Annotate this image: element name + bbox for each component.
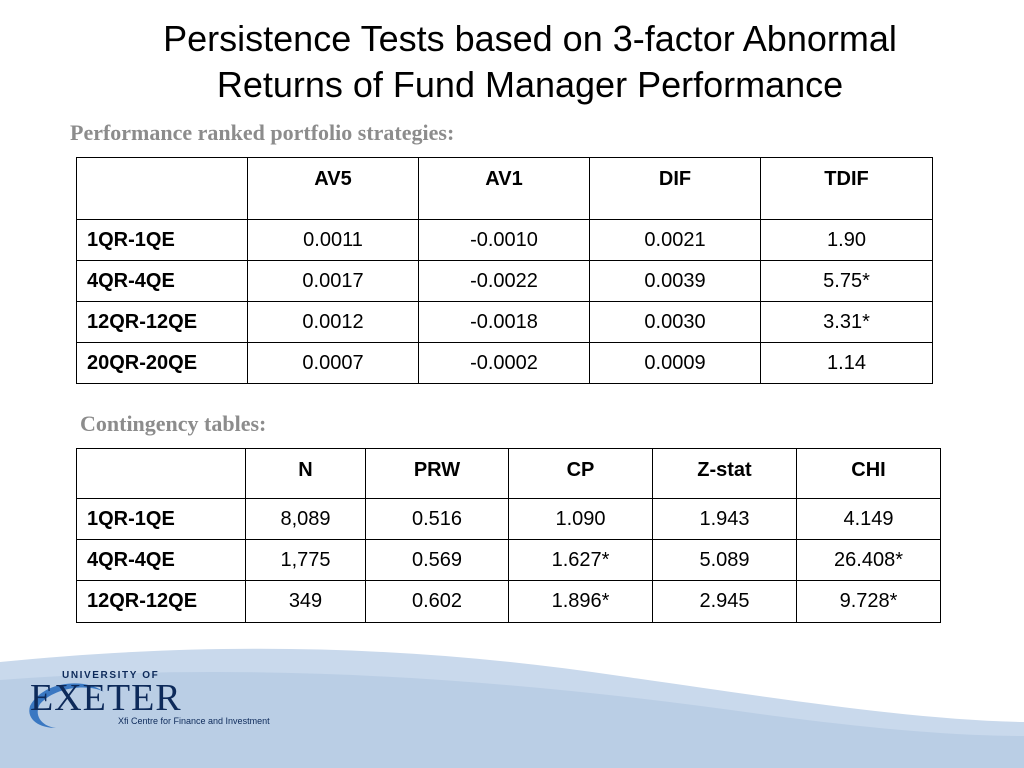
table-cell: 0.569 [365,539,509,581]
table-cell: 1.090 [508,498,653,540]
logo-main-text: EXETER [30,677,182,719]
row-label: 4QR-4QE [76,260,248,302]
table-cell: 26.408* [796,539,941,581]
performance-header-cell: AV1 [418,157,590,220]
table-cell: 2.945 [652,580,797,623]
table-row: 4QR-4QE 0.0017 -0.0022 0.0039 5.75* [76,260,933,302]
title-line-1: Persistence Tests based on 3-factor Abno… [163,18,897,59]
table-cell: 0.0017 [247,260,419,302]
table-cell: 349 [245,580,366,623]
performance-table: AV5 AV1 DIF TDIF 1QR-1QE 0.0011 -0.0010 … [76,157,933,384]
table-row: 12QR-12QE 0.0012 -0.0018 0.0030 3.31* [76,301,933,343]
table-cell: 0.0009 [589,342,761,384]
performance-header-cell: DIF [589,157,761,220]
performance-section-label: Performance ranked portfolio strategies: [70,120,455,145]
contingency-header-cell: PRW [365,448,509,499]
table-cell: -0.0002 [418,342,590,384]
table-cell: 4.149 [796,498,941,540]
table-cell: 3.31* [760,301,933,343]
contingency-header-cell: N [245,448,366,499]
logo-top-text: UNIVERSITY OF [62,670,160,681]
table-cell: 5.089 [652,539,797,581]
table-row: 1QR-1QE 0.0011 -0.0010 0.0021 1.90 [76,219,933,261]
logo-sub-text: Xfi Centre for Finance and Investment [118,716,270,726]
table-row: 12QR-12QE 349 0.602 1.896* 2.945 9.728* [76,580,941,623]
table-cell: 5.75* [760,260,933,302]
title-line-2: Returns of Fund Manager Performance [216,64,844,105]
table-cell: 1.90 [760,219,933,261]
performance-header-row: AV5 AV1 DIF TDIF [76,157,933,220]
table-cell: -0.0018 [418,301,590,343]
contingency-header-cell [76,448,246,499]
table-cell: 1,775 [245,539,366,581]
table-cell: 1.627* [508,539,653,581]
table-cell: -0.0022 [418,260,590,302]
table-cell: 0.602 [365,580,509,623]
table-cell: 1.14 [760,342,933,384]
row-label: 4QR-4QE [76,539,246,581]
university-logo: UNIVERSITY OF EXETER Xfi Centre for Fina… [26,670,306,740]
table-cell: 0.0021 [589,219,761,261]
row-label: 12QR-12QE [76,580,246,623]
row-label: 20QR-20QE [76,342,248,384]
row-label: 12QR-12QE [76,301,248,343]
footer-wave-front [0,672,1024,768]
table-cell: 0.0007 [247,342,419,384]
table-cell: 1.896* [508,580,653,623]
table-cell: 0.516 [365,498,509,540]
slide-title: Persistence Tests based on 3-factor Abno… [60,16,1000,108]
performance-header-cell [76,157,248,220]
table-row: 20QR-20QE 0.0007 -0.0002 0.0009 1.14 [76,342,933,384]
table-cell: 0.0030 [589,301,761,343]
table-cell: 1.943 [652,498,797,540]
performance-header-cell: TDIF [760,157,933,220]
table-cell: 9.728* [796,580,941,623]
contingency-header-row: N PRW CP Z-stat CHI [76,448,941,499]
table-cell: 0.0039 [589,260,761,302]
contingency-header-cell: CHI [796,448,941,499]
row-label: 1QR-1QE [76,219,248,261]
contingency-header-cell: CP [508,448,653,499]
logo-swoosh-icon [29,683,104,728]
table-cell: 0.0012 [247,301,419,343]
performance-header-cell: AV5 [247,157,419,220]
table-row: 1QR-1QE 8,089 0.516 1.090 1.943 4.149 [76,498,941,540]
contingency-header-cell: Z-stat [652,448,797,499]
row-label: 1QR-1QE [76,498,246,540]
table-cell: -0.0010 [418,219,590,261]
table-cell: 8,089 [245,498,366,540]
table-cell: 0.0011 [247,219,419,261]
table-row: 4QR-4QE 1,775 0.569 1.627* 5.089 26.408* [76,539,941,581]
contingency-table: N PRW CP Z-stat CHI 1QR-1QE 8,089 0.516 … [76,448,941,623]
contingency-section-label: Contingency tables: [80,411,267,436]
footer-wave-decoration [0,648,1024,768]
